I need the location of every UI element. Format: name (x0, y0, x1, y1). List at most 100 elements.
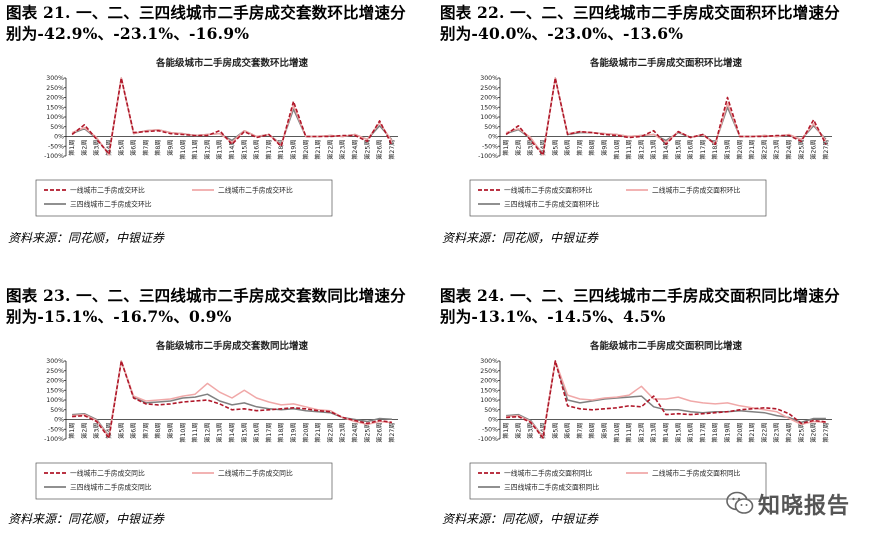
y-tick-label: 300% (46, 75, 64, 82)
x-tick-label: 第2周 (514, 423, 522, 439)
y-tick-label: 50% (50, 124, 64, 131)
y-tick-label: -50% (482, 426, 498, 433)
y-tick-label: 300% (46, 358, 64, 365)
y-tick-label: 250% (480, 368, 498, 375)
x-tick-label: 第4周 (105, 423, 113, 439)
x-tick-label: 第4周 (105, 140, 113, 156)
x-tick-label: 第14周 (662, 423, 670, 443)
x-tick-label: 第23周 (339, 140, 347, 160)
x-tick-label: 第15周 (240, 140, 248, 160)
x-tick-label: 第22周 (760, 423, 768, 443)
x-tick-label: 第25周 (363, 423, 371, 443)
x-tick-label: 第16周 (253, 423, 261, 443)
y-tick-label: 150% (480, 387, 498, 394)
y-tick-label: -100% (478, 153, 498, 160)
x-tick-label: 第25周 (797, 140, 805, 160)
x-tick-label: 第5周 (117, 140, 125, 156)
legend-label: 三四线城市二手房成交环比 (70, 200, 152, 209)
y-tick-label: 50% (50, 407, 64, 414)
source-note: 资料来源：同花顺，中银证券 (442, 231, 599, 245)
x-tick-label: 第7周 (142, 423, 150, 439)
x-tick-label: 第14周 (228, 423, 236, 443)
x-tick-label: 第26周 (810, 140, 818, 160)
x-tick-label: 第4周 (539, 140, 547, 156)
figure-caption: 图表 23. 一、二、三四线城市二手房成交套数同比增速分 别为-15.1%、-1… (6, 285, 434, 327)
x-tick-label: 第27周 (388, 423, 396, 443)
y-tick-label: 0% (488, 417, 498, 424)
x-tick-label: 第17周 (699, 140, 707, 160)
wechat-icon (726, 491, 754, 514)
x-tick-label: 第24周 (785, 423, 793, 443)
x-tick-label: 第3周 (527, 423, 535, 439)
source-note: 资料来源：同花顺，中银证券 (8, 231, 165, 245)
legend-box (35, 179, 333, 217)
legend-label: 三四线城市二手房成交面积环比 (504, 200, 599, 209)
series-line (506, 360, 826, 439)
x-tick-label: 第10周 (179, 423, 187, 443)
y-tick-label: -50% (48, 143, 64, 150)
figure-caption: 图表 24. 一、二、三四线城市二手房成交面积同比增速分 别为-13.1%、-1… (440, 285, 868, 327)
caption-line-1: 图表 23. 一、二、三四线城市二手房成交套数同比增速分 (6, 286, 406, 305)
x-tick-label: 第2周 (80, 140, 88, 156)
caption-line-2: 别为-42.9%、-23.1%、-16.9% (6, 24, 250, 43)
x-tick-label: 第20周 (736, 140, 744, 160)
chart-title: 各能级城市二手房成交面积环比增速 (589, 57, 743, 69)
x-tick-label: 第9周 (167, 423, 175, 439)
x-tick-label: 第5周 (551, 423, 559, 439)
x-tick-label: 第5周 (551, 140, 559, 156)
x-tick-label: 第9周 (167, 140, 175, 156)
series-line (72, 360, 393, 439)
x-tick-label: 第23周 (339, 423, 347, 443)
x-tick-label: 第20周 (302, 423, 310, 443)
x-tick-label: 第23周 (773, 140, 781, 160)
x-tick-label: 第7周 (576, 423, 584, 439)
x-tick-label: 第3周 (527, 140, 535, 156)
x-tick-label: 第13周 (650, 423, 658, 443)
caption-line-2: 别为-15.1%、-16.7%、0.9% (6, 307, 232, 326)
y-tick-label: -100% (44, 153, 64, 160)
y-tick-label: 250% (46, 368, 64, 375)
y-tick-label: 50% (484, 407, 498, 414)
x-tick-label: 第23周 (773, 423, 781, 443)
x-tick-label: 第26周 (376, 423, 384, 443)
y-tick-label: 200% (46, 95, 64, 102)
caption-line-2: 别为-13.1%、-14.5%、4.5% (440, 307, 666, 326)
x-tick-label: 第22周 (326, 423, 334, 443)
figure-caption: 图表 22. 一、二、三四线城市二手房成交面积环比增速分 别为-40.0%、-2… (440, 2, 868, 44)
caption-line-1: 图表 21. 一、二、三四线城市二手房成交套数环比增速分 (6, 3, 406, 22)
x-tick-label: 第27周 (822, 140, 830, 160)
x-tick-label: 第7周 (576, 140, 584, 156)
y-tick-label: -100% (44, 436, 64, 443)
x-tick-label: 第21周 (748, 423, 756, 443)
chart-panel-24: 图表 24. 一、二、三四线城市二手房成交面积同比增速分 别为-13.1%、-1… (440, 283, 868, 545)
legend-box (469, 179, 767, 217)
legend-label: 三四线城市二手房成交同比 (70, 483, 152, 492)
x-tick-label: 第8周 (154, 423, 162, 439)
x-tick-label: 第1周 (502, 140, 510, 156)
x-tick-label: 第10周 (613, 423, 621, 443)
series-line (506, 360, 826, 438)
x-tick-label: 第11周 (625, 423, 633, 443)
x-tick-label: 第16周 (253, 140, 261, 160)
legend-label: 二线城市二手房成交面积环比 (652, 186, 741, 195)
x-tick-label: 第24周 (785, 140, 793, 160)
y-tick-label: 250% (480, 85, 498, 92)
x-tick-label: 第25周 (797, 423, 805, 443)
x-tick-label: 第14周 (662, 140, 670, 160)
x-tick-label: 第26周 (810, 423, 818, 443)
x-tick-label: 第21周 (748, 140, 756, 160)
legend-label: 一线城市二手房成交面积环比 (504, 186, 593, 195)
x-tick-label: 第16周 (687, 423, 695, 443)
chart-title: 各能级城市二手房成交套数同比增速 (155, 340, 309, 352)
x-tick-label: 第11周 (191, 423, 199, 443)
x-tick-label: 第18周 (277, 140, 285, 160)
x-tick-label: 第9周 (601, 423, 609, 439)
x-tick-label: 第2周 (514, 140, 522, 156)
y-tick-label: 150% (46, 387, 64, 394)
x-tick-label: 第8周 (154, 140, 162, 156)
y-tick-label: 150% (46, 104, 64, 111)
x-tick-label: 第7周 (142, 140, 150, 156)
x-tick-label: 第15周 (240, 423, 248, 443)
x-tick-label: 第10周 (613, 140, 621, 160)
x-tick-label: 第22周 (326, 140, 334, 160)
